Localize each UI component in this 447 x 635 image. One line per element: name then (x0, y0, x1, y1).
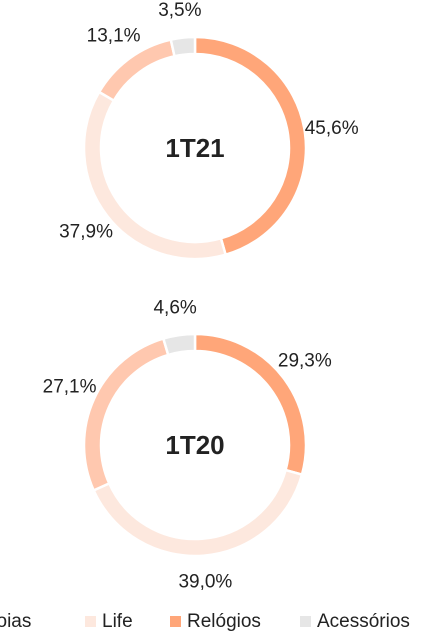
data-label: 29,3% (278, 350, 332, 371)
chart-title: 1T21 (165, 133, 224, 163)
data-label: 3,5% (158, 0, 201, 21)
donut-slice (161, 332, 197, 357)
donut-slice (97, 38, 177, 103)
legend-swatch (85, 616, 96, 627)
data-label: 27,1% (43, 376, 97, 397)
legend-label: Life (102, 611, 133, 632)
legend-label: Relógios (187, 611, 261, 632)
data-label: 39,0% (178, 572, 232, 593)
legend-label: Joias (0, 611, 31, 632)
donut-slice (82, 337, 170, 493)
data-label: 4,6% (153, 297, 196, 318)
legend-swatch (170, 616, 181, 627)
donut-slice (169, 35, 197, 58)
data-label: 45,6% (305, 118, 359, 139)
donut-slice (92, 468, 304, 558)
data-label: 13,1% (87, 26, 141, 47)
legend-swatch (300, 616, 311, 627)
data-label: 37,9% (59, 222, 113, 243)
chart-title: 1T20 (165, 430, 224, 460)
legend-label: Acessórios (317, 611, 410, 632)
